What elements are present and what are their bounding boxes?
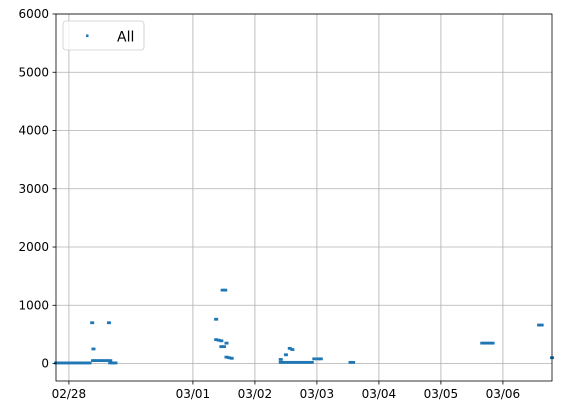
data-point [224, 355, 229, 359]
legend: All [62, 20, 145, 51]
data-point [485, 341, 490, 345]
data-point [278, 360, 283, 364]
data-point [220, 288, 225, 292]
data-point [214, 338, 219, 342]
data-point [66, 361, 71, 365]
data-point [79, 361, 84, 365]
x-tick-label: 03/06 [486, 387, 521, 401]
data-point [87, 361, 92, 365]
data-point [103, 359, 108, 363]
data-point [105, 359, 110, 363]
data-point [348, 360, 353, 364]
data-point [77, 361, 82, 365]
data-point [108, 361, 113, 365]
data-point [278, 358, 283, 361]
data-point [351, 360, 356, 364]
y-tick-label: 4000 [18, 124, 49, 138]
y-tick-label: 0 [41, 357, 49, 371]
legend-box [62, 20, 145, 51]
data-point [302, 360, 306, 364]
data-point [281, 360, 286, 364]
data-point [490, 341, 495, 345]
data-point [113, 361, 118, 365]
data-point [221, 345, 226, 349]
data-point [61, 361, 66, 365]
data-point [283, 360, 288, 364]
data-point [91, 347, 96, 351]
data-point [294, 360, 299, 364]
plot-frame [55, 13, 553, 382]
data-point [219, 339, 224, 343]
x-tick-label: 03/01 [176, 387, 211, 401]
data-point [85, 361, 89, 365]
y-tick-label: 6000 [18, 7, 49, 21]
legend-marker [86, 34, 89, 37]
data-point [287, 346, 292, 350]
data-point [108, 359, 113, 363]
x-tick-label: 02/28 [52, 387, 87, 401]
y-tick-label: 5000 [18, 65, 49, 79]
data-point [82, 361, 87, 365]
data-point [286, 360, 291, 364]
axes: 02/28 03/01 03/02 03/03 03/04 03/05 03/06 0 1000… [18, 7, 520, 401]
data-point [56, 361, 61, 365]
data-point [480, 341, 485, 345]
data-point [90, 321, 95, 325]
x-tick-label: 03/04 [362, 387, 397, 401]
y-tick-label: 2000 [18, 240, 49, 254]
y-tick-label: 1000 [18, 298, 49, 312]
data-point [69, 361, 74, 365]
data-point [74, 361, 79, 365]
data-point [537, 323, 542, 327]
series-points [54, 288, 554, 365]
data-point [283, 353, 288, 357]
data-point [106, 321, 111, 325]
data-point [307, 360, 312, 364]
data-point [59, 361, 64, 365]
data-point [64, 361, 69, 365]
data-point [296, 360, 301, 364]
x-tick-label: 03/03 [300, 387, 335, 401]
data-point [223, 288, 228, 292]
data-point [229, 356, 234, 360]
data-point [291, 360, 296, 364]
data-point [224, 341, 229, 345]
data-point [304, 360, 309, 364]
y-tick-label: 3000 [18, 182, 49, 196]
data-point [216, 338, 221, 342]
data-point [312, 357, 317, 361]
data-point [488, 341, 492, 345]
grid [56, 13, 552, 381]
data-point [289, 360, 294, 364]
data-point [309, 360, 314, 364]
legend-label: All [117, 30, 134, 46]
data-point [214, 317, 219, 321]
x-tick-label: 03/05 [424, 387, 459, 401]
data-point [97, 359, 102, 363]
data-point [92, 359, 97, 363]
data-point [539, 323, 544, 327]
data-point [219, 345, 224, 349]
data-point [290, 348, 295, 351]
data-point [72, 361, 77, 365]
data-point [95, 359, 100, 363]
data-point [110, 361, 115, 365]
data-point [227, 356, 232, 360]
data-point [318, 357, 323, 361]
data-point [316, 357, 321, 361]
data-point [482, 341, 487, 345]
x-tick-label: 03/02 [238, 387, 273, 401]
data-point [100, 359, 105, 363]
data-point [299, 360, 304, 364]
